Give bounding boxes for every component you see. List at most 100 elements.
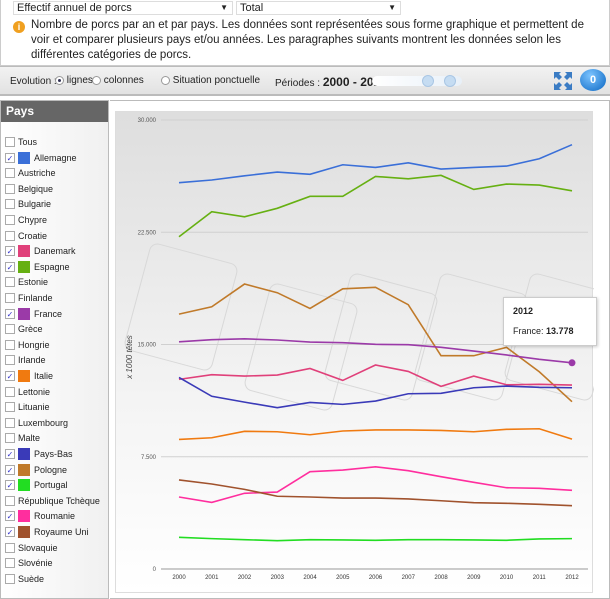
radio-lines[interactable]: lignes	[55, 75, 93, 86]
period-slider[interactable]	[372, 75, 462, 87]
tooltip-value: 13.778	[546, 326, 574, 336]
evolution-label: Evolution :	[10, 76, 57, 87]
country-item[interactable]: Suède	[5, 572, 44, 586]
checkbox[interactable]	[5, 386, 15, 397]
watermark-shape	[324, 273, 438, 401]
country-item[interactable]: ✓ Royaume Uni	[5, 525, 89, 539]
country-label: Portugal	[34, 480, 68, 491]
country-item[interactable]: ✓ Pays-Bas	[5, 447, 73, 461]
radio-icon	[161, 75, 170, 85]
radio-columns[interactable]: colonnes	[92, 75, 144, 86]
checkbox[interactable]	[5, 402, 15, 413]
fullscreen-icon[interactable]	[553, 71, 573, 91]
checkbox[interactable]	[5, 558, 15, 569]
country-item[interactable]: Belgique	[5, 182, 53, 196]
color-swatch	[18, 479, 30, 492]
country-item[interactable]: Bulgarie	[5, 197, 51, 211]
country-item[interactable]: Chypre	[5, 213, 47, 227]
checkbox[interactable]: ✓	[5, 371, 15, 381]
country-item[interactable]: ✓ Pologne	[5, 463, 67, 477]
info-icon: i	[13, 21, 25, 33]
highlight-point[interactable]	[568, 359, 576, 367]
checkbox[interactable]	[5, 433, 15, 444]
country-item[interactable]: Croatie	[5, 229, 47, 243]
country-item[interactable]: ✓ Espagne	[5, 260, 70, 274]
checkbox[interactable]	[5, 355, 15, 366]
checkbox[interactable]: ✓	[5, 511, 15, 522]
color-swatch	[18, 245, 30, 258]
country-item[interactable]: République Tchèque	[5, 494, 100, 508]
series-line-italie[interactable]	[178, 427, 573, 441]
checkbox[interactable]	[5, 542, 15, 553]
country-item[interactable]: ✓ France	[5, 307, 62, 321]
indicator-select[interactable]: Effectif annuel de porcs ▼	[13, 1, 233, 15]
checkbox[interactable]	[5, 230, 15, 241]
country-label: Hongrie	[18, 339, 50, 350]
country-label: Malte	[18, 433, 41, 444]
checkbox[interactable]: ✓	[5, 152, 15, 163]
series-line-allemagne[interactable]	[178, 143, 573, 184]
indicator-select-value: Effectif annuel de porcs	[17, 2, 132, 14]
checkbox[interactable]	[5, 495, 15, 506]
country-item[interactable]: Austriche	[5, 166, 56, 180]
country-label: Grèce	[18, 324, 43, 335]
country-item[interactable]: ✓ Portugal	[5, 478, 68, 492]
checkbox[interactable]	[5, 339, 15, 350]
x-tick-label: 2011	[533, 575, 547, 581]
country-item[interactable]: ✓ Danemark	[5, 244, 76, 258]
country-item[interactable]: Grèce	[5, 322, 43, 336]
checkbox[interactable]: ✓	[5, 246, 15, 257]
series-line-danemark[interactable]	[178, 364, 573, 388]
radio-snapshot[interactable]: Situation ponctuelle	[161, 75, 260, 86]
country-item[interactable]: Lituanie	[5, 400, 50, 414]
slider-handle-start[interactable]	[422, 75, 434, 87]
country-item[interactable]: Luxembourg	[5, 416, 68, 430]
country-item[interactable]: ✓ Allemagne	[5, 151, 77, 165]
country-item[interactable]: Estonie	[5, 275, 48, 289]
tooltip-series: France:	[513, 326, 544, 336]
country-item[interactable]: Finlande	[5, 291, 53, 305]
toolbar: Evolution : lignes colonnes Situation po…	[0, 66, 610, 96]
checkbox[interactable]	[5, 168, 15, 179]
country-label: Chypre	[18, 215, 48, 225]
country-item[interactable]: Irlande	[5, 353, 46, 367]
series-line-portugal[interactable]	[178, 536, 573, 542]
country-item[interactable]: ✓ Italie	[5, 369, 53, 383]
x-tick-label: 2004	[303, 575, 317, 581]
checkbox[interactable]: ✓	[5, 527, 15, 537]
checkbox[interactable]	[5, 183, 15, 194]
checkbox[interactable]	[5, 293, 15, 303]
checkbox[interactable]: ✓	[5, 480, 15, 491]
checkbox[interactable]	[5, 215, 15, 225]
category-select[interactable]: Total ▼	[236, 1, 401, 15]
country-label: Lituanie	[18, 402, 50, 413]
series-line-espagne[interactable]	[178, 174, 573, 238]
country-item[interactable]: Hongrie	[5, 338, 50, 352]
checkbox[interactable]: ✓	[5, 449, 15, 459]
series-line-pologne[interactable]	[178, 283, 573, 403]
country-item[interactable]: ✓ Roumanie	[5, 509, 75, 523]
checkbox[interactable]	[5, 199, 15, 210]
checkbox[interactable]	[5, 277, 15, 288]
color-swatch	[18, 526, 30, 538]
country-item[interactable]: Slovénie	[5, 556, 53, 570]
comments-button[interactable]: 0	[580, 69, 606, 91]
checkbox[interactable]: ✓	[5, 308, 15, 319]
series-line-france[interactable]	[178, 338, 573, 364]
checkbox[interactable]: ✓	[5, 261, 15, 272]
country-label: Slovénie	[18, 558, 53, 569]
checkbox[interactable]	[5, 137, 15, 147]
country-item[interactable]: Malte	[5, 431, 40, 445]
series-line-pays-bas[interactable]	[178, 376, 573, 409]
x-tick-label: 2009	[467, 575, 481, 581]
checkbox[interactable]	[5, 324, 15, 335]
series-line-royaume-uni[interactable]	[178, 479, 573, 507]
checkbox[interactable]	[5, 573, 15, 584]
checkbox[interactable]	[5, 417, 15, 428]
country-item[interactable]: Lettonie	[5, 385, 50, 399]
slider-handle-end[interactable]	[444, 75, 456, 87]
checkbox[interactable]: ✓	[5, 464, 15, 475]
country-item[interactable]: Tous	[5, 135, 37, 149]
series-line-roumanie[interactable]	[178, 465, 573, 504]
country-item[interactable]: Slovaquie	[5, 541, 58, 555]
